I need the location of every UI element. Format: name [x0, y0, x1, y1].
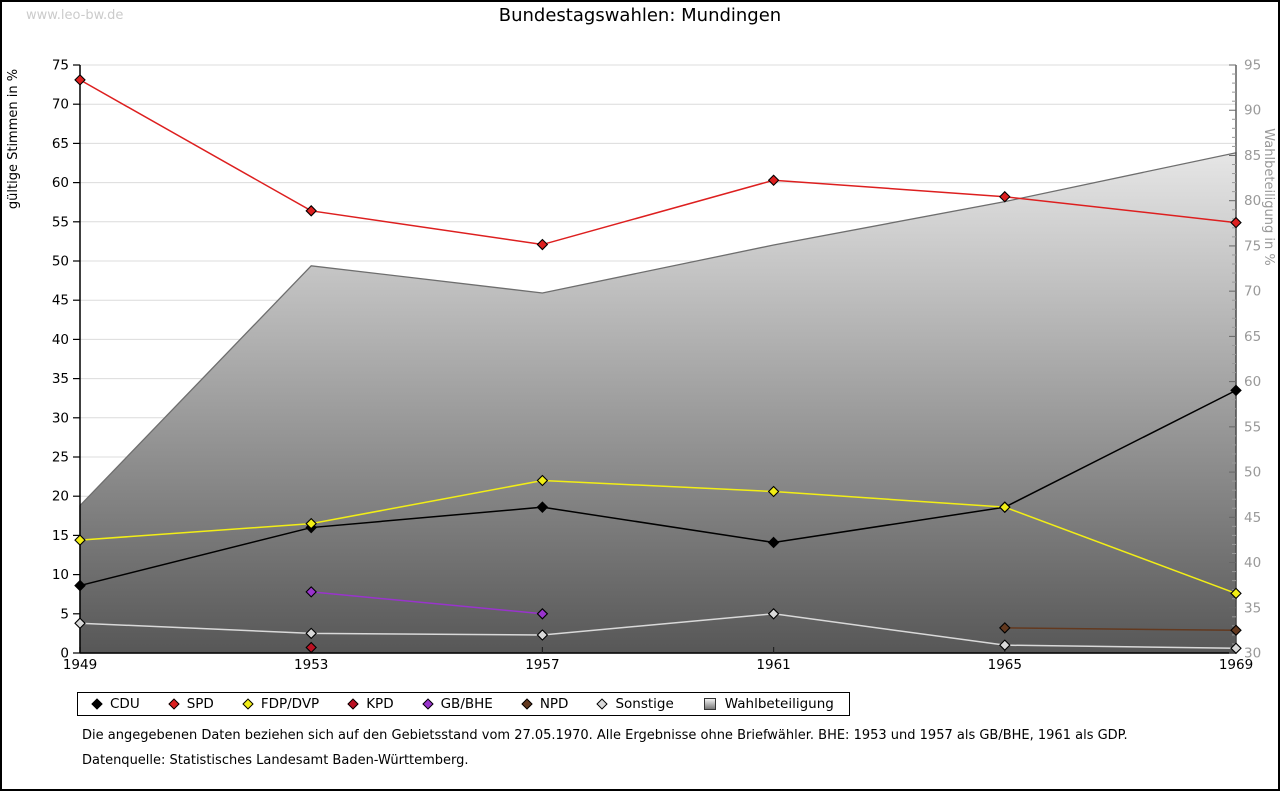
- svg-text:15: 15: [52, 528, 69, 544]
- turnout-area: [79, 151, 1237, 654]
- footnote-datenquelle: Datenquelle: Statistisches Landesamt Bad…: [82, 753, 469, 768]
- legend-item-sonstige: Sonstige: [596, 696, 674, 712]
- svg-text:55: 55: [52, 214, 69, 230]
- svg-text:55: 55: [1244, 419, 1261, 435]
- svg-text:85: 85: [1244, 148, 1261, 164]
- diamond-marker-icon: [242, 698, 254, 710]
- svg-text:1949: 1949: [63, 657, 97, 673]
- svg-text:70: 70: [52, 97, 69, 113]
- diamond-marker-icon: [347, 698, 359, 710]
- svg-text:50: 50: [52, 254, 69, 270]
- svg-text:50: 50: [1244, 465, 1261, 481]
- legend-item-npd: NPD: [521, 696, 569, 712]
- legend-item-kpd: KPD: [347, 696, 394, 712]
- series-npd: [999, 622, 1242, 637]
- svg-text:75: 75: [52, 58, 69, 74]
- series-kpd: [305, 641, 317, 654]
- svg-text:10: 10: [52, 567, 69, 583]
- svg-text:65: 65: [52, 136, 69, 152]
- legend-item-gb-bhe: GB/BHE: [421, 696, 493, 712]
- svg-text:1957: 1957: [525, 657, 559, 673]
- svg-text:30: 30: [52, 410, 69, 426]
- legend-label: FDP/DVP: [260, 696, 320, 712]
- svg-text:75: 75: [1244, 238, 1261, 254]
- right-axis-title: Wahlbeteiligung in %: [1261, 128, 1276, 265]
- svg-text:70: 70: [1244, 284, 1261, 300]
- turnout-swatch-icon: [703, 698, 716, 710]
- legend-label: NPD: [539, 696, 569, 712]
- svg-text:35: 35: [1244, 600, 1261, 616]
- svg-text:1965: 1965: [988, 657, 1022, 673]
- left-axis-title: gültige Stimmen in %: [6, 69, 21, 209]
- svg-text:1961: 1961: [756, 657, 790, 673]
- left-axis: 0 5 10 15 20 25 30 35 40 45 50 55 60 65 70 75 gültige St…: [6, 58, 81, 662]
- legend-label: CDU: [110, 696, 140, 712]
- svg-text:0: 0: [60, 646, 69, 662]
- svg-text:80: 80: [1244, 193, 1261, 209]
- footnote-gebietsstand: Die angegebenen Daten beziehen sich auf …: [82, 728, 1128, 743]
- series-spd: [74, 74, 1242, 251]
- watermark: www.leo-bw.de: [26, 8, 124, 23]
- svg-text:20: 20: [52, 489, 69, 505]
- svg-text:35: 35: [52, 371, 69, 387]
- right-axis: 30 35 40 45 50 55 60 65 70 75 80 85 90 95 Wahlbeteilig…: [1229, 58, 1276, 662]
- legend: CDU SPD FDP/DVP KPD GB/BHE NPD Sonstige Wahlbet…: [77, 692, 850, 716]
- diamond-marker-icon: [596, 698, 609, 710]
- svg-text:60: 60: [1244, 374, 1261, 390]
- diamond-marker-icon: [168, 698, 180, 710]
- svg-text:45: 45: [1244, 510, 1261, 526]
- legend-label: Wahlbeteiligung: [724, 696, 834, 712]
- svg-text:40: 40: [52, 332, 69, 348]
- svg-text:30: 30: [1244, 646, 1261, 662]
- page-title: Bundestagswahlen: Mundingen: [498, 5, 782, 26]
- legend-item-wahlbeteiligung: Wahlbeteiligung: [703, 696, 834, 712]
- legend-item-cdu: CDU: [91, 696, 140, 712]
- svg-text:1969: 1969: [1219, 657, 1253, 673]
- legend-label: Sonstige: [615, 696, 674, 712]
- svg-text:45: 45: [52, 293, 69, 309]
- svg-text:1953: 1953: [294, 657, 328, 673]
- svg-text:60: 60: [52, 175, 69, 191]
- legend-label: SPD: [186, 696, 214, 712]
- legend-label: KPD: [366, 696, 394, 712]
- diamond-marker-icon: [521, 698, 533, 710]
- legend-item-spd: SPD: [168, 696, 214, 712]
- series-fdp-dvp: [74, 474, 1242, 600]
- legend-item-fdp-dvp: FDP/DVP: [242, 696, 320, 712]
- svg-text:95: 95: [1244, 58, 1261, 74]
- series-sonstige: [74, 608, 1242, 655]
- svg-text:65: 65: [1244, 329, 1261, 345]
- svg-text:40: 40: [1244, 555, 1261, 571]
- svg-text:90: 90: [1244, 103, 1261, 119]
- legend-label: GB/BHE: [440, 696, 493, 712]
- diamond-marker-icon: [91, 698, 103, 710]
- series-gb-bhe: [305, 586, 549, 620]
- svg-text:25: 25: [52, 450, 69, 466]
- election-chart: 1949 1953 1957 1961 1965 1969 0 5 10 15 20 25 30 35 40…: [6, 58, 1276, 674]
- diamond-marker-icon: [421, 698, 434, 710]
- svg-text:5: 5: [60, 606, 69, 622]
